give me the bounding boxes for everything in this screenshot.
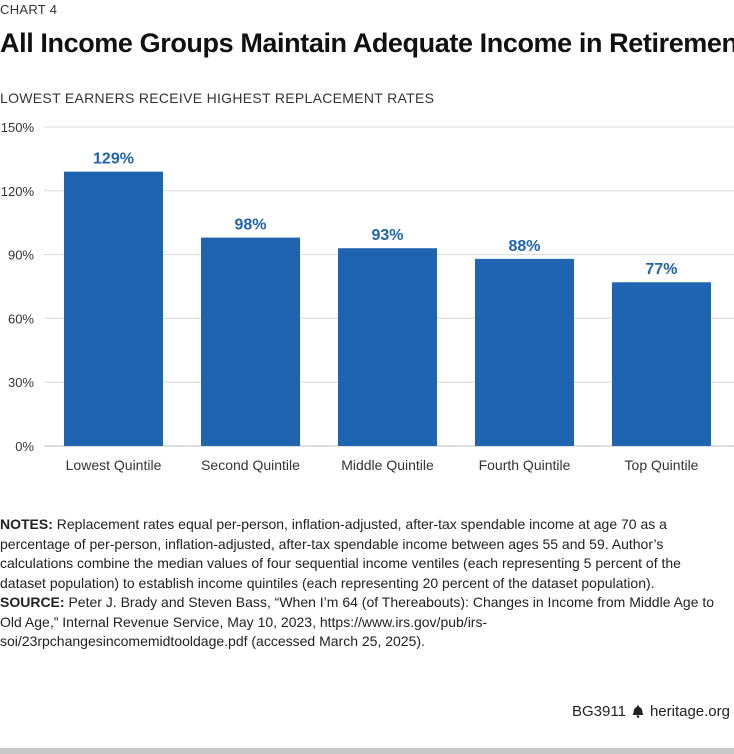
- notes-label: NOTES:: [0, 516, 53, 532]
- x-tick-label: Lowest Quintile: [66, 457, 162, 473]
- source-paragraph: SOURCE: Peter J. Brady and Steven Bass, …: [0, 593, 730, 652]
- chart-subtitle: LOWEST EARNERS RECEIVE HIGHEST REPLACEME…: [0, 90, 435, 106]
- data-label: 93%: [371, 227, 403, 244]
- notes-section: NOTES: Replacement rates equal per-perso…: [0, 515, 730, 652]
- y-tick-label: 0%: [15, 439, 34, 454]
- report-id: BG3911: [572, 703, 626, 720]
- chart-title: All Income Groups Maintain Adequate Inco…: [0, 28, 734, 58]
- y-tick-label: 60%: [8, 311, 34, 326]
- x-tick-label: Fourth Quintile: [479, 457, 571, 473]
- bar: [64, 171, 163, 446]
- bar-chart: 0% 30% 60% 90% 120% 150% 129% Lowest Quintile 98…: [1, 120, 734, 473]
- bar: [612, 282, 711, 446]
- liberty-bell-icon: [632, 705, 644, 718]
- x-tick-label: Middle Quintile: [341, 457, 434, 473]
- data-label: 88%: [508, 238, 540, 255]
- bar: [201, 237, 300, 446]
- notes-paragraph: NOTES: Replacement rates equal per-perso…: [0, 515, 730, 593]
- site-link[interactable]: heritage.org: [649, 703, 730, 720]
- x-tick-label: Second Quintile: [201, 457, 300, 473]
- data-label: 77%: [645, 261, 677, 278]
- y-tick-label: 90%: [8, 248, 34, 263]
- bar: [475, 258, 574, 446]
- y-tick-label: 120%: [1, 184, 35, 199]
- footer: BG3911 heritage.org: [572, 703, 730, 720]
- y-tick-label: 30%: [8, 375, 34, 390]
- x-tick-label: Top Quintile: [625, 457, 699, 473]
- bottom-rule: [0, 748, 734, 754]
- chart-number-label: CHART 4: [0, 2, 58, 17]
- data-label: 129%: [93, 151, 134, 168]
- y-tick-label: 150%: [1, 120, 35, 135]
- bar: [338, 248, 437, 446]
- notes-text: Replacement rates equal per-person, infl…: [0, 516, 681, 591]
- source-text: Peter J. Brady and Steven Bass, “When I’…: [0, 594, 715, 649]
- data-label: 98%: [234, 217, 266, 234]
- source-label: SOURCE:: [0, 594, 65, 610]
